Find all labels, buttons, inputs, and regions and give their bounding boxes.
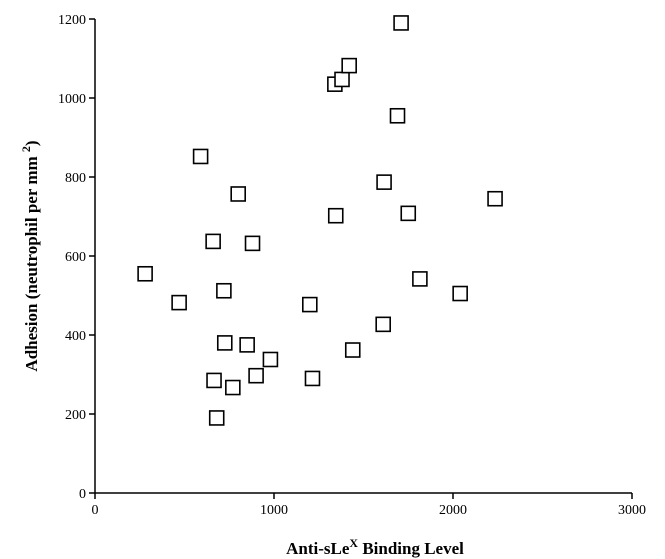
data-points <box>137 15 503 426</box>
data-point <box>400 205 417 222</box>
data-point <box>412 271 428 287</box>
x-axis-title-sup: X <box>349 536 358 550</box>
data-point <box>375 316 391 333</box>
data-point <box>334 71 350 88</box>
data-point <box>216 335 233 351</box>
axes: 0 1000 2000 3000 0 200 400 600 800 1000 1200 <box>58 13 646 518</box>
data-point <box>206 372 222 389</box>
data-point <box>239 337 255 353</box>
data-point <box>205 233 221 250</box>
x-axis-title-main: Anti-sLe <box>286 539 350 558</box>
y-axis-title-rest: ) <box>22 140 41 146</box>
data-point <box>344 342 361 358</box>
data-point <box>376 174 392 190</box>
x-tick-label: 2000 <box>439 503 467 518</box>
x-tick-label: 0 <box>92 503 99 518</box>
data-point <box>137 265 153 282</box>
y-tick-label: 0 <box>79 487 86 502</box>
data-point <box>192 148 209 165</box>
y-tick-label: 600 <box>65 250 86 265</box>
y-tick-label: 400 <box>65 329 86 344</box>
data-point <box>304 370 321 387</box>
y-tick-label: 800 <box>65 171 86 186</box>
data-point <box>208 410 225 426</box>
data-point <box>262 351 279 368</box>
data-point <box>244 235 261 252</box>
data-point <box>487 190 503 207</box>
y-tick-label: 1000 <box>58 92 86 107</box>
x-axis-title: Anti-sLeX Binding Level <box>286 536 464 558</box>
data-point <box>301 296 318 313</box>
y-axis-title: Adhesion (neutrophil per mm 2) <box>19 140 41 371</box>
x-axis-title-rest: Binding Level <box>358 539 464 558</box>
data-point <box>216 282 232 299</box>
data-point <box>341 57 357 74</box>
y-tick-label: 200 <box>65 408 86 423</box>
x-tick-label: 3000 <box>618 503 646 518</box>
data-point <box>230 186 246 202</box>
data-point <box>171 294 187 311</box>
data-point <box>452 285 468 302</box>
y-axis-title-sup: 2 <box>19 146 33 152</box>
data-point <box>389 107 406 124</box>
data-point <box>248 367 264 384</box>
data-point <box>393 15 409 31</box>
y-tick-label: 1200 <box>58 13 86 28</box>
data-point <box>225 379 241 396</box>
data-point <box>327 207 344 224</box>
y-axis-title-main: Adhesion (neutrophil per mm <box>22 152 41 371</box>
x-tick-label: 1000 <box>260 503 288 518</box>
